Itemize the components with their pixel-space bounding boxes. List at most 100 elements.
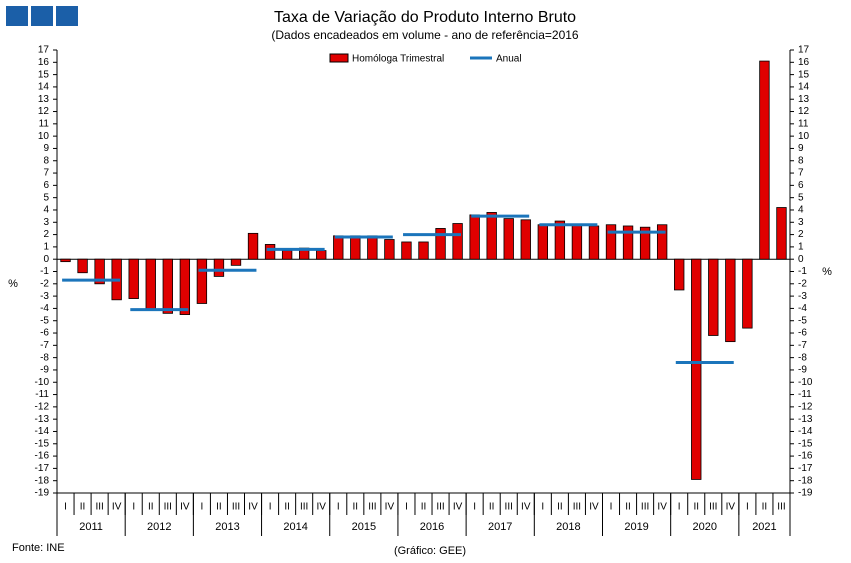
- x-tick-label: I: [473, 502, 476, 513]
- bar: [162, 258, 173, 314]
- bar: [60, 258, 71, 263]
- y-tick-label: -8: [40, 352, 49, 363]
- legend-label: Homóloga Trimestral: [352, 54, 444, 65]
- y-tick-label: 10: [798, 131, 810, 142]
- bar: [435, 228, 446, 260]
- year-label: 2015: [352, 521, 376, 533]
- y-tick-label: -17: [35, 463, 50, 474]
- y-tick-label: -5: [40, 315, 49, 326]
- bar: [554, 220, 566, 260]
- y-axis-label: %: [822, 266, 832, 278]
- y-tick-label: 3: [43, 217, 49, 228]
- y-tick-label: -7: [40, 340, 49, 351]
- y-tick-label: -16: [35, 451, 50, 462]
- y-tick-label: 13: [798, 94, 810, 105]
- x-tick-label: III: [95, 502, 103, 513]
- bar: [520, 219, 531, 260]
- year-label: 2012: [147, 521, 171, 533]
- logo-square: [6, 6, 28, 26]
- y-tick-label: -17: [798, 463, 813, 474]
- bar: [145, 258, 156, 311]
- x-tick-label: II: [693, 502, 699, 513]
- bar: [350, 235, 361, 260]
- y-tick-label: 2: [798, 229, 804, 240]
- y-tick-label: 17: [798, 45, 810, 56]
- y-tick-label: -1: [40, 266, 49, 277]
- y-tick-label: 9: [798, 143, 804, 154]
- y-tick-label: 0: [798, 254, 804, 265]
- x-tick-label: I: [541, 502, 544, 513]
- y-tick-label: -8: [798, 352, 807, 363]
- y-tick-label: -2: [798, 278, 807, 289]
- y-tick-label: 8: [798, 155, 804, 166]
- y-tick-label: 12: [38, 106, 50, 117]
- year-label: 2020: [693, 521, 717, 533]
- y-tick-label: 13: [38, 94, 50, 105]
- y-tick-label: -19: [35, 488, 50, 499]
- year-label: 2021: [752, 521, 776, 533]
- x-tick-label: II: [421, 502, 427, 513]
- x-tick-label: II: [284, 502, 290, 513]
- x-tick-label: I: [337, 502, 340, 513]
- y-tick-label: 6: [43, 180, 49, 191]
- y-tick-label: 5: [43, 192, 49, 203]
- x-tick-label: IV: [248, 502, 258, 513]
- x-tick-label: IV: [657, 502, 667, 513]
- y-tick-label: 16: [798, 57, 810, 68]
- bar: [316, 250, 327, 260]
- year-label: 2018: [556, 521, 580, 533]
- year-label: 2017: [488, 521, 512, 533]
- y-tick-label: 14: [798, 82, 810, 93]
- y-tick-label: 5: [798, 192, 804, 203]
- y-tick-label: -14: [35, 426, 50, 437]
- year-label: 2016: [420, 521, 444, 533]
- y-tick-label: -5: [798, 315, 807, 326]
- y-tick-label: -18: [798, 475, 813, 486]
- x-tick-label: III: [505, 502, 513, 513]
- y-tick-label: 3: [798, 217, 804, 228]
- bar: [281, 250, 293, 260]
- bar: [469, 214, 480, 260]
- y-tick-label: -10: [798, 377, 813, 388]
- y-tick-label: 16: [38, 57, 50, 68]
- bar: [776, 207, 787, 260]
- bar: [367, 235, 378, 260]
- logo-square: [31, 6, 53, 26]
- y-tick-label: 14: [38, 82, 50, 93]
- x-tick-label: II: [762, 502, 768, 513]
- y-tick-label: -6: [798, 328, 807, 339]
- x-tick-label: IV: [180, 502, 190, 513]
- bar: [401, 241, 412, 260]
- y-tick-label: -4: [40, 303, 49, 314]
- x-tick-label: I: [132, 502, 135, 513]
- bar: [213, 258, 225, 277]
- bar: [333, 235, 344, 260]
- y-tick-label: -14: [798, 426, 813, 437]
- x-tick-label: I: [269, 502, 272, 513]
- y-tick-label: -13: [798, 414, 813, 425]
- y-tick-label: -1: [798, 266, 807, 277]
- y-tick-label: -9: [798, 365, 807, 376]
- bar: [656, 224, 668, 260]
- y-tick-label: -12: [35, 402, 50, 413]
- y-tick-label: 8: [43, 155, 49, 166]
- x-tick-label: IV: [453, 502, 463, 513]
- y-tick-label: 4: [798, 205, 804, 216]
- x-tick-label: I: [201, 502, 204, 513]
- y-tick-label: -10: [35, 377, 50, 388]
- x-tick-label: I: [746, 502, 749, 513]
- x-tick-label: III: [232, 502, 240, 513]
- x-tick-label: III: [368, 502, 376, 513]
- year-label: 2013: [215, 521, 239, 533]
- bar: [571, 224, 583, 260]
- x-tick-label: III: [709, 502, 717, 513]
- y-tick-label: 1: [43, 242, 49, 253]
- bar: [759, 60, 770, 260]
- bar: [691, 258, 702, 480]
- x-tick-label: IV: [726, 502, 736, 513]
- y-tick-label: -6: [40, 328, 49, 339]
- y-tick-label: 15: [798, 69, 810, 80]
- y-tick-label: 17: [38, 45, 50, 56]
- y-tick-label: 2: [43, 229, 49, 240]
